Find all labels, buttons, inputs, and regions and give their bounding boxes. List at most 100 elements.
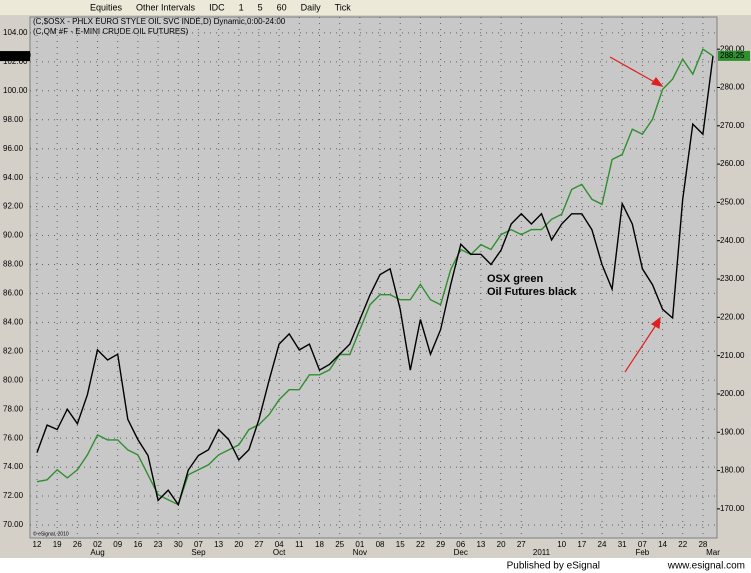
y-tick-label: 82.00 <box>3 346 24 355</box>
series-line <box>36 56 714 507</box>
y-tick-label: 86.00 <box>3 289 24 298</box>
y2-tick-label: 210.00 <box>720 351 745 360</box>
x-group-label: 2011 <box>533 548 551 557</box>
y-tick-label: 88.00 <box>3 260 24 269</box>
y-tick-label: 78.00 <box>3 404 24 413</box>
arrow <box>624 321 659 373</box>
footer-url: www.esignal.com <box>667 561 745 572</box>
toolbar-item: 60 <box>277 2 287 12</box>
y-tick-label: 90.00 <box>3 231 24 240</box>
x-tick-label: 13 <box>476 540 485 549</box>
x-group-label: Dec <box>454 548 468 557</box>
watermark: © eSignal, 2010 <box>33 530 69 537</box>
y2-tick-label: 280.00 <box>720 83 745 92</box>
x-tick-label: 24 <box>598 540 607 549</box>
x-tick-label: 15 <box>396 540 405 549</box>
footer-publisher: Published by eSignal <box>507 561 600 572</box>
y-tick-label: 102.00 <box>3 57 28 66</box>
y2-tick-label: 170.00 <box>720 504 745 513</box>
x-group-label: Nov <box>353 548 367 557</box>
x-tick-label: 13 <box>214 540 223 549</box>
y-tick-label: 104.00 <box>3 28 28 37</box>
x-tick-label: 27 <box>517 540 526 549</box>
y-tick-label: 72.00 <box>3 491 24 500</box>
x-tick-label: 04 <box>275 540 284 549</box>
current-value: 288.25 <box>720 51 745 60</box>
y-tick-label: 76.00 <box>3 433 24 442</box>
x-group-label: Feb <box>635 548 649 557</box>
x-tick-label: 29 <box>436 540 445 549</box>
x-tick-label: 28 <box>698 540 707 549</box>
y-tick-label: 94.00 <box>3 173 24 182</box>
y-tick-label: 96.00 <box>3 144 24 153</box>
arrowhead <box>650 316 661 329</box>
x-tick-label: 09 <box>113 540 122 549</box>
y2-tick-label: 260.00 <box>720 159 745 168</box>
y2-tick-label: 270.00 <box>720 121 745 130</box>
x-tick-label: 10 <box>557 540 566 549</box>
x-tick-label: 18 <box>315 540 324 549</box>
x-tick-label: 22 <box>678 540 687 549</box>
x-tick-label: 08 <box>376 540 385 549</box>
series-line <box>36 48 714 506</box>
x-group-label: Sep <box>191 548 206 557</box>
x-tick-label: 14 <box>658 540 667 549</box>
y2-tick-label: 240.00 <box>720 236 745 245</box>
x-tick-label: 01 <box>355 540 364 549</box>
y-tick-label: 84.00 <box>3 317 24 326</box>
x-tick-label: 27 <box>255 540 264 549</box>
current-value: 102.400 <box>2 51 31 60</box>
y-tick-label: 98.00 <box>3 115 24 124</box>
footer-bar <box>0 558 751 573</box>
toolbar-item: Other Intervals <box>136 2 196 12</box>
legend-entry: (C,QM #F - E-MINI CRUDE OIL FUTURES) <box>33 27 189 36</box>
y-tick-label: 74.00 <box>3 462 24 471</box>
toolbar-item: Tick <box>335 2 352 12</box>
x-group-label: Oct <box>273 548 286 557</box>
annotation: OSX green <box>487 273 544 285</box>
y2-tick-label: 290.00 <box>720 44 745 53</box>
x-tick-label: 19 <box>53 540 62 549</box>
y-tick-label: 92.00 <box>3 202 24 211</box>
x-tick-label: 07 <box>638 540 647 549</box>
x-tick-label: 22 <box>416 540 425 549</box>
toolbar-item: 5 <box>258 2 263 12</box>
y2-tick-label: 180.00 <box>720 466 745 475</box>
y2-tick-label: 190.00 <box>720 427 745 436</box>
y-tick-label: 70.00 <box>3 520 24 529</box>
x-group-label: Mar <box>706 548 720 557</box>
x-tick-label: 11 <box>295 540 304 549</box>
annotation: Oil Futures black <box>487 286 577 298</box>
y2-tick-label: 250.00 <box>720 198 745 207</box>
toolbar-item: 1 <box>239 2 244 12</box>
current-value-box <box>0 51 30 62</box>
x-tick-label: 16 <box>133 540 142 549</box>
toolbar-item: Equities <box>90 2 123 12</box>
x-tick-label: 23 <box>154 540 163 549</box>
x-tick-label: 30 <box>174 540 183 549</box>
x-tick-label: 31 <box>618 540 627 549</box>
arrowhead <box>651 76 664 87</box>
legend-entry: (C,$OSX - PHLX EURO STYLE OIL SVC INDE,D… <box>33 17 286 26</box>
y2-tick-label: 200.00 <box>720 389 745 398</box>
toolbar-item: Daily <box>301 2 322 12</box>
x-tick-label: 26 <box>73 540 82 549</box>
toolbar-item: IDC <box>209 2 225 12</box>
x-tick-label: 25 <box>335 540 344 549</box>
x-tick-label: 07 <box>194 540 203 549</box>
x-tick-label: 06 <box>456 540 465 549</box>
x-tick-label: 20 <box>497 540 506 549</box>
y-tick-label: 80.00 <box>3 375 24 384</box>
current-value-box <box>718 50 750 61</box>
x-tick-label: 20 <box>234 540 243 549</box>
x-group-label: Aug <box>90 548 104 557</box>
x-tick-label: 02 <box>93 540 102 549</box>
y2-tick-label: 230.00 <box>720 274 745 283</box>
x-tick-label: 12 <box>33 540 42 549</box>
y2-tick-label: 220.00 <box>720 312 745 321</box>
toolbar <box>0 0 751 15</box>
x-tick-label: 17 <box>577 540 586 549</box>
y-tick-label: 100.00 <box>3 86 28 95</box>
